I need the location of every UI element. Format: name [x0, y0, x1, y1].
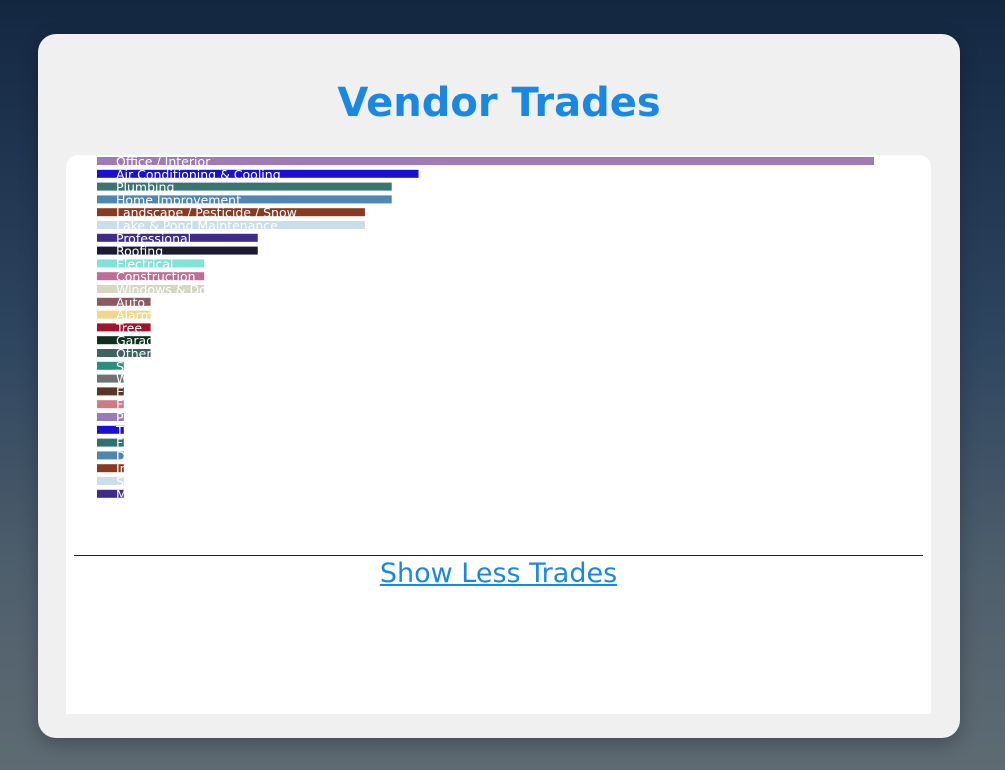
bar-group: E [97, 384, 124, 399]
bar-group: M [97, 487, 127, 502]
bar[interactable] [97, 310, 151, 319]
bar[interactable] [97, 400, 124, 409]
bar-label: Electrical [116, 256, 173, 271]
bar[interactable] [97, 169, 419, 178]
bar-group: W [97, 372, 128, 387]
chart-panel: Office / Interior Air Conditioning & Cool… [66, 155, 931, 714]
bar[interactable] [97, 285, 205, 293]
bar-group: Tree [97, 320, 151, 335]
bar-group: F [97, 397, 124, 412]
bar-group: Construction [97, 269, 205, 284]
bar-group: Lake & Pond Maintenance [97, 218, 365, 233]
bar-label: Other [116, 346, 152, 361]
bar[interactable] [97, 438, 124, 447]
bar-group: Air Conditioning & Cooling [97, 167, 419, 182]
bar-label: W [116, 372, 128, 387]
show-less-trades-link[interactable]: Show Less Trades [379, 558, 618, 589]
bar-group: Plumbing [97, 180, 392, 195]
bar-label: S [116, 359, 124, 374]
bar-group: F [97, 436, 124, 451]
bar-group: Professional [97, 231, 258, 246]
bar-label: P [116, 410, 124, 425]
bar[interactable] [97, 413, 124, 421]
bar-label: T [115, 423, 124, 438]
bar-group: Office / Interior [97, 155, 874, 169]
bar[interactable] [97, 195, 392, 204]
bar-group: P [97, 410, 124, 425]
bar-group: D [97, 448, 126, 463]
bar-group: Electrical [97, 256, 205, 271]
bar[interactable] [97, 208, 365, 217]
bar-group: Alarm [97, 308, 153, 323]
bar-label: Air Conditioning & Cooling [116, 167, 281, 182]
bar-label: D [116, 448, 126, 463]
bar-label: Roofing [116, 244, 163, 259]
bar[interactable] [97, 387, 124, 396]
bar-label: Construction [116, 269, 196, 284]
bar[interactable] [97, 489, 124, 498]
bar[interactable] [97, 323, 151, 332]
bar-group: In [97, 461, 128, 476]
bar-label: Auto [116, 295, 145, 310]
bar-label: E [116, 384, 124, 399]
bar-label: Professional [116, 231, 191, 246]
bar[interactable] [97, 464, 124, 473]
bar[interactable] [97, 157, 874, 165]
vendor-trades-card: Vendor Trades Office / Interior Air Condi… [38, 34, 960, 738]
bar-label: Lake & Pond Maintenance [116, 218, 278, 233]
bar[interactable] [97, 297, 151, 306]
bar-group: S [97, 474, 124, 489]
bar-label: F [116, 436, 123, 451]
bar[interactable] [97, 451, 124, 460]
bar-label: Tree [115, 320, 142, 335]
bar[interactable] [97, 477, 124, 485]
bar[interactable] [97, 336, 151, 345]
bar[interactable] [97, 246, 258, 255]
bar-group: Home Improvement [97, 192, 392, 207]
bar-label: Home Improvement [116, 192, 241, 207]
bar-label: Landscape / Pesticide / Snow [116, 205, 297, 220]
bar-group: T [97, 423, 124, 438]
bar-label: Plumbing [116, 180, 174, 195]
bar-label: M [116, 487, 127, 502]
bar[interactable] [97, 349, 151, 357]
bar-group: Garage [97, 333, 162, 348]
bar-group: Other [97, 346, 152, 361]
bar-label: In [116, 461, 128, 476]
bar[interactable] [97, 272, 205, 281]
bar-label: F [116, 397, 123, 412]
bar-group: Roofing [97, 244, 258, 259]
bar-group: S [97, 359, 124, 374]
bar[interactable] [97, 374, 124, 383]
page-title: Vendor Trades [337, 80, 661, 126]
bar[interactable] [97, 182, 392, 191]
bar-label: Alarm [116, 308, 153, 323]
bar-group: Auto [97, 295, 151, 310]
bar-group: Windows & Doors [97, 282, 226, 297]
bar-label: Windows & Doors [116, 282, 226, 297]
bar[interactable] [97, 233, 258, 242]
bar[interactable] [97, 425, 124, 434]
bar-group: Landscape / Pesticide / Snow [97, 205, 365, 220]
bar[interactable] [97, 361, 124, 370]
bar-label: S [116, 474, 124, 489]
bar[interactable] [97, 259, 205, 268]
chart-divider [74, 555, 923, 556]
bar-label: Garage [116, 333, 162, 348]
bar[interactable] [97, 221, 365, 229]
bar-label: Office / Interior [116, 155, 211, 169]
